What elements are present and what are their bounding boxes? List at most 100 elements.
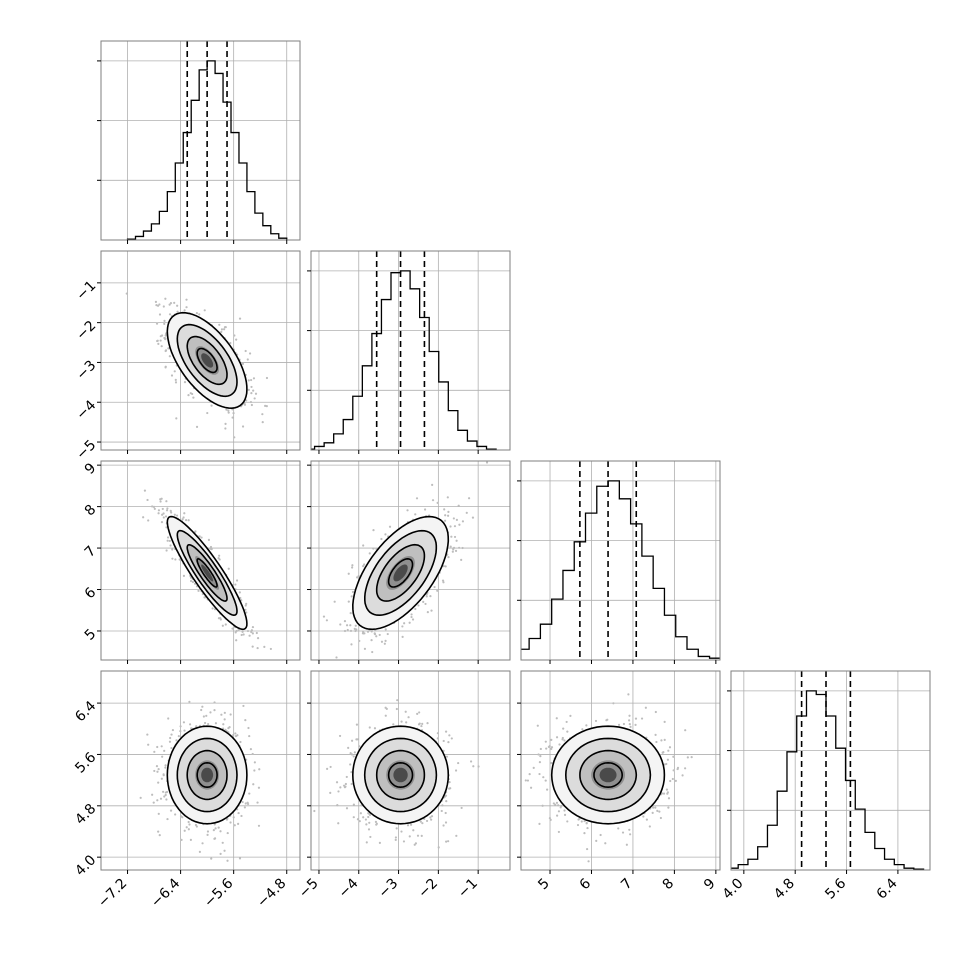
sample-point [346, 628, 349, 632]
sample-point [524, 779, 527, 782]
sample-point [455, 518, 459, 521]
panel-2-2 [517, 460, 721, 664]
sample-point [159, 335, 162, 338]
sample-point [586, 847, 589, 851]
x-tick-label: −4.8 [254, 876, 289, 911]
sample-point [206, 411, 209, 415]
sample-point [236, 734, 239, 737]
sample-point [425, 595, 428, 598]
sample-point [566, 730, 569, 733]
sample-point [442, 565, 445, 568]
sample-point [198, 535, 201, 538]
x-tick-label: −7.2 [95, 876, 130, 911]
sample-point [258, 768, 261, 771]
sample-point [248, 792, 251, 795]
sample-point [416, 712, 419, 715]
sample-point [458, 546, 461, 549]
sample-point [168, 303, 171, 306]
sample-point [157, 512, 160, 515]
panel-1-1 [307, 250, 511, 454]
sample-point [416, 834, 420, 837]
sample-point [163, 336, 166, 340]
sample-point [163, 319, 166, 323]
sample-point [356, 576, 359, 579]
sample-point [351, 590, 355, 594]
sample-point [528, 773, 531, 776]
y-tick-label: −1 [73, 278, 99, 304]
sample-point [214, 722, 218, 725]
sample-point [441, 804, 444, 807]
sample-point [444, 514, 447, 517]
sample-point [263, 645, 266, 648]
sample-point [224, 623, 227, 626]
sample-point [163, 322, 166, 326]
sample-point [195, 312, 198, 315]
sample-point [244, 604, 247, 607]
sample-point [176, 310, 179, 313]
sample-point [654, 806, 657, 809]
sample-point [667, 749, 670, 752]
sample-point [256, 646, 259, 650]
sample-point [162, 516, 165, 519]
sample-point [345, 775, 348, 779]
sample-point [200, 708, 203, 712]
sample-point [406, 824, 410, 827]
sample-point [205, 714, 208, 717]
x-tick-label: 5 [535, 876, 553, 894]
y-tick-label: 6 [82, 585, 100, 603]
sample-point [386, 632, 389, 636]
sample-point [175, 739, 178, 742]
sample-point [242, 633, 245, 636]
sample-point [180, 838, 183, 841]
sample-point [690, 756, 693, 759]
sample-point [460, 806, 463, 810]
sample-point [557, 830, 560, 834]
sample-point [448, 734, 451, 737]
y-tick-label: 9 [82, 460, 100, 478]
sample-point [227, 727, 230, 730]
sample-point [329, 791, 332, 794]
sample-point [421, 822, 424, 825]
sample-point [433, 585, 436, 589]
sample-point [414, 513, 417, 516]
sample-point [555, 736, 559, 739]
sample-point [557, 804, 560, 807]
sample-point [219, 830, 222, 833]
sample-point [385, 707, 388, 710]
panel-2-1 [307, 460, 511, 664]
sample-point [565, 720, 568, 724]
panel-content [521, 671, 720, 870]
sample-point [146, 498, 149, 502]
sample-point [658, 810, 661, 813]
sample-point [251, 645, 254, 648]
sample-point [210, 857, 213, 860]
sample-point [414, 842, 418, 845]
sample-point [251, 752, 254, 756]
sample-point [183, 829, 186, 832]
sample-point [333, 600, 336, 603]
sample-point [384, 714, 387, 717]
sample-point [209, 711, 212, 714]
sample-point [349, 629, 353, 632]
sample-point [147, 519, 150, 522]
sample-point [189, 579, 193, 583]
sample-point [250, 629, 253, 632]
sample-point [583, 832, 586, 835]
sample-point [233, 824, 236, 827]
sample-point [461, 546, 464, 550]
sample-point [192, 396, 195, 399]
sample-point [250, 385, 253, 389]
panel-3-2: 5 6 7 8 9 [517, 670, 721, 894]
sample-point [555, 801, 559, 804]
panel-frame [310, 670, 511, 871]
sample-point [165, 798, 168, 801]
sample-point [617, 827, 620, 830]
sample-point [213, 837, 217, 840]
sample-point [157, 768, 160, 771]
sample-point [443, 508, 446, 511]
sample-point [642, 815, 645, 818]
sample-point [445, 840, 448, 843]
sample-point [167, 347, 170, 350]
sample-point [166, 536, 170, 539]
sample-point [248, 734, 251, 738]
